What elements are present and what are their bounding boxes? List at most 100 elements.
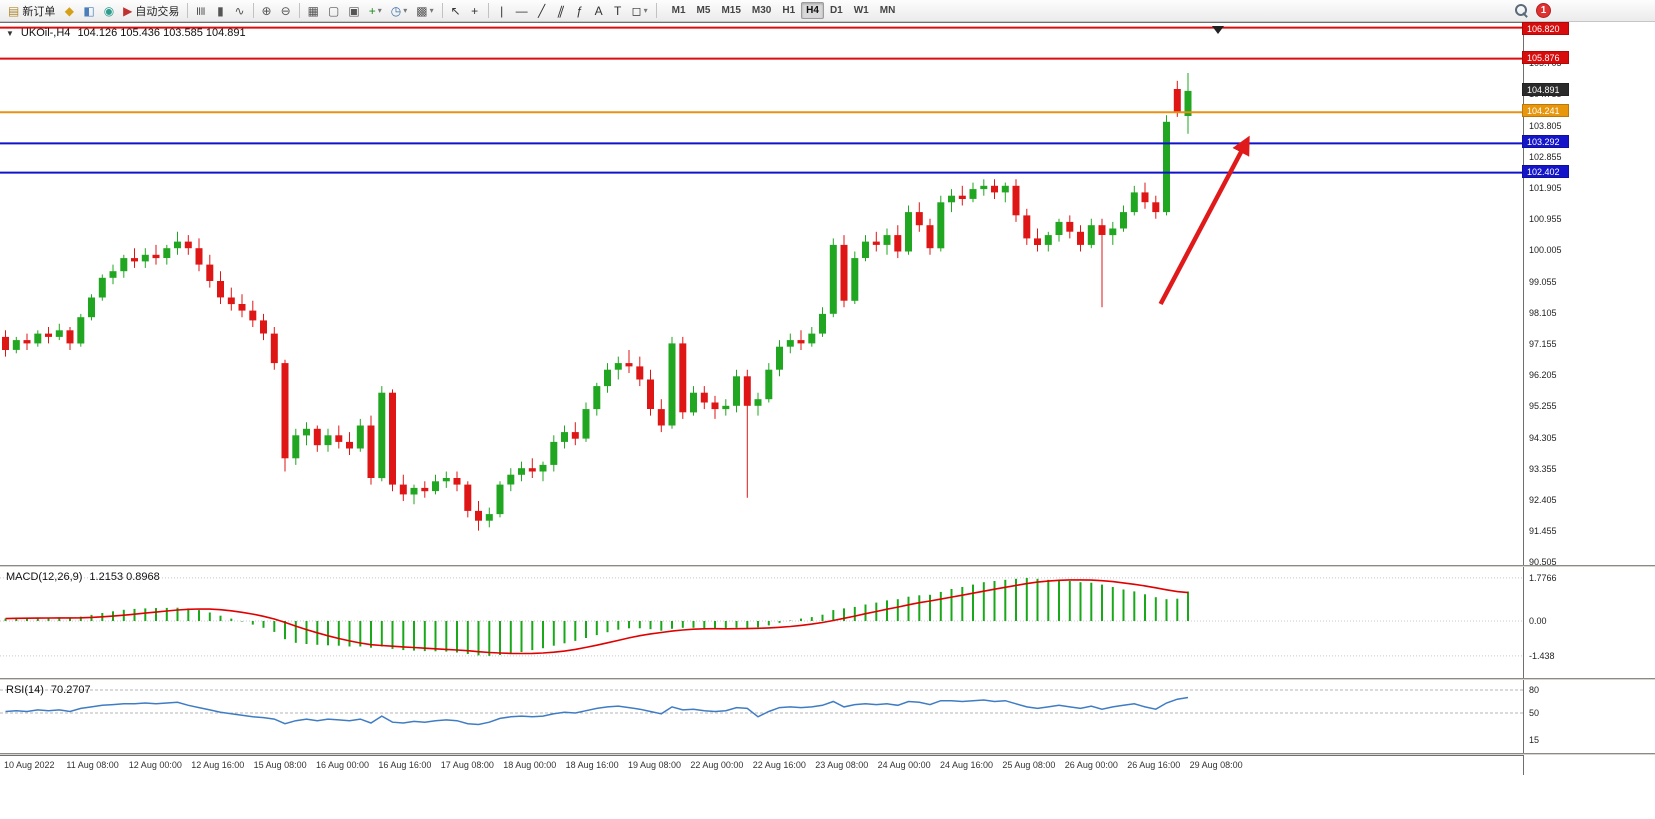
cascade-button[interactable]: ▣ bbox=[344, 2, 363, 20]
time-tick-label: 24 Aug 00:00 bbox=[877, 760, 931, 770]
zoom-out-button[interactable]: ⊖ bbox=[277, 2, 295, 20]
time-tick-label: 26 Aug 16:00 bbox=[1127, 760, 1181, 770]
line-chart-button[interactable]: ∿ bbox=[230, 2, 248, 20]
rsi-tick-label: 50 bbox=[1529, 708, 1540, 718]
price-tick-label: 96.205 bbox=[1529, 370, 1557, 381]
rsi-tick-label: 15 bbox=[1529, 734, 1540, 745]
text-icon: A bbox=[594, 3, 603, 18]
text-label-button[interactable]: T bbox=[609, 2, 627, 20]
panel-splitter[interactable] bbox=[0, 753, 1655, 755]
vertical-line-button[interactable]: | bbox=[493, 2, 511, 20]
toolbar-separator bbox=[298, 3, 300, 18]
price-marker: 103.292 bbox=[1522, 135, 1569, 149]
price-tick-label: 94.305 bbox=[1529, 432, 1557, 443]
tile-windows-button[interactable]: ▦ bbox=[304, 2, 323, 20]
price-marker: 105.876 bbox=[1522, 50, 1569, 64]
periods-button[interactable]: ◷ ▾ bbox=[387, 2, 412, 20]
price-tick-label: 100.005 bbox=[1529, 245, 1562, 256]
collapse-icon[interactable]: ▼ bbox=[6, 28, 14, 38]
rsi-panel[interactable]: RSI(14) 70.2707 bbox=[0, 680, 1523, 753]
data-window-button[interactable]: ◧ bbox=[79, 2, 98, 20]
price-marker: 104.241 bbox=[1522, 104, 1569, 118]
navigator-button[interactable]: ◉ bbox=[100, 2, 118, 20]
rsi-value: 70.2707 bbox=[50, 684, 91, 696]
time-tick-label: 12 Aug 16:00 bbox=[191, 760, 245, 770]
fibonacci-button[interactable]: ƒ bbox=[571, 2, 589, 20]
price-tick-label: 90.505 bbox=[1529, 557, 1557, 568]
notification-badge[interactable]: 1 bbox=[1536, 3, 1551, 18]
horizontal-line-icon: — bbox=[515, 3, 528, 18]
navigator-icon: ◉ bbox=[103, 3, 115, 18]
price-tick-label: 100.955 bbox=[1529, 214, 1562, 225]
toolbar-separator bbox=[252, 3, 254, 18]
shapes-button[interactable]: ◻ ▾ bbox=[628, 2, 652, 20]
time-tick-label: 17 Aug 08:00 bbox=[440, 760, 494, 770]
price-chart-panel[interactable]: ▼ UKOil-,H4 104.126 105.436 103.585 104.… bbox=[0, 22, 1523, 565]
macd-label: MACD(12,26,9) bbox=[6, 571, 83, 583]
bar-chart-button[interactable]: ≣ bbox=[192, 2, 210, 20]
trendline-button[interactable]: ╱ bbox=[533, 2, 551, 20]
market-watch-icon: ◆ bbox=[64, 3, 74, 18]
macd-panel[interactable]: MACD(12,26,9) 1.2153 0.8968 bbox=[0, 567, 1523, 678]
timeframe-h4-button[interactable]: H4 bbox=[801, 2, 824, 19]
dropdown-caret-icon: ▾ bbox=[643, 6, 648, 15]
time-tick-label: 23 Aug 08:00 bbox=[815, 760, 869, 770]
time-tick-label: 15 Aug 08:00 bbox=[253, 760, 307, 770]
channel-button[interactable]: ∥ bbox=[552, 2, 570, 20]
indicators-button[interactable]: + ▾ bbox=[365, 2, 386, 20]
macd-chart-canvas[interactable] bbox=[0, 567, 1523, 678]
candlestick-chart-button[interactable]: ▮ bbox=[211, 2, 229, 20]
timeframe-m30-button[interactable]: M30 bbox=[751, 5, 772, 16]
time-tick-label: 16 Aug 16:00 bbox=[378, 760, 432, 770]
channel-icon: ∥ bbox=[555, 3, 566, 18]
macd-signal-line bbox=[5, 579, 1189, 655]
chart-title: ▼ UKOil-,H4 104.126 105.436 103.585 104.… bbox=[6, 27, 246, 39]
timeframe-m15-button[interactable]: M15 bbox=[721, 5, 741, 16]
timeframe-d1-button[interactable]: D1 bbox=[829, 5, 843, 16]
zoom-out-icon: ⊖ bbox=[280, 3, 291, 18]
time-tick-label: 12 Aug 00:00 bbox=[128, 760, 182, 770]
rsi-chart-canvas[interactable] bbox=[0, 680, 1523, 753]
fibonacci-icon: ƒ bbox=[576, 3, 583, 18]
bar-chart-icon: ≣ bbox=[194, 5, 209, 16]
price-axis[interactable]: 106.655105.705104.755103.805102.855101.9… bbox=[1522, 22, 1655, 775]
time-tick-label: 26 Aug 00:00 bbox=[1064, 760, 1118, 770]
time-tick-label: 29 Aug 08:00 bbox=[1189, 760, 1243, 770]
timeframe-m1-button[interactable]: M1 bbox=[671, 5, 686, 16]
zoom-in-button[interactable]: ⊕ bbox=[258, 2, 276, 20]
market-watch-button[interactable]: ◆ bbox=[60, 2, 78, 20]
toolbar-separator bbox=[187, 3, 189, 18]
price-tick-label: 99.055 bbox=[1529, 276, 1557, 287]
crosshair-button[interactable]: + bbox=[466, 2, 484, 20]
candlestick-chart-icon: ▮ bbox=[217, 3, 224, 18]
trend-arrow-annotation[interactable] bbox=[1158, 135, 1250, 306]
panel-splitter[interactable] bbox=[0, 678, 1655, 680]
new-order-button[interactable]: ▤ 新订单 bbox=[4, 2, 59, 20]
text-button[interactable]: A bbox=[590, 2, 608, 20]
ohlc-label: 104.126 105.436 103.585 104.891 bbox=[77, 27, 246, 39]
price-tick-label: 97.155 bbox=[1529, 338, 1557, 349]
timeframe-h1-button[interactable]: H1 bbox=[782, 5, 796, 16]
price-tick-label: 102.855 bbox=[1529, 151, 1562, 162]
timeframe-w1-button[interactable]: W1 bbox=[853, 5, 869, 16]
auto-arrange-button[interactable]: ▢ bbox=[324, 2, 343, 20]
price-tick-label: 91.455 bbox=[1529, 526, 1557, 536]
time-axis[interactable]: 10 Aug 2022 11 Aug 08:00 12 Aug 00:00 12 Au… bbox=[0, 755, 1523, 775]
search-icon[interactable] bbox=[1515, 4, 1528, 17]
timeframe-m5-button[interactable]: M5 bbox=[696, 5, 711, 16]
cursor-button[interactable]: ↖ bbox=[447, 2, 465, 20]
horizontal-line-button[interactable]: — bbox=[512, 2, 532, 20]
toolbar-right-group: 1 bbox=[1515, 3, 1551, 18]
rsi-line bbox=[5, 696, 1189, 726]
price-tick-label: 103.805 bbox=[1529, 120, 1562, 131]
autotrading-button-label: 自动交易 bbox=[135, 5, 180, 18]
autotrading-button[interactable]: ▶ 自动交易 bbox=[119, 2, 183, 20]
toolbar-separator bbox=[655, 3, 657, 18]
price-marker: 106.820 bbox=[1522, 22, 1569, 35]
timeframe-mn-button[interactable]: MN bbox=[879, 5, 896, 16]
panel-splitter[interactable] bbox=[0, 565, 1655, 567]
zoom-in-icon: ⊕ bbox=[261, 3, 272, 18]
templates-button[interactable]: ▩ ▾ bbox=[412, 2, 437, 20]
price-chart-canvas[interactable] bbox=[0, 23, 1523, 565]
